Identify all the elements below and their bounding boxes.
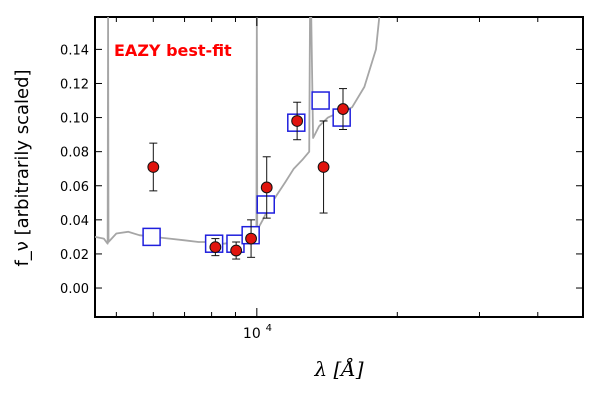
observed-point-3 — [230, 244, 243, 257]
model-photometry-marker-1 — [142, 227, 161, 247]
template-layer — [95, 17, 381, 245]
plot-frame — [94, 16, 584, 318]
y-tick-label-2: 0.02 — [60, 248, 89, 263]
model-photometry-marker-7 — [311, 91, 330, 110]
observed-point-5 — [260, 181, 273, 194]
observed-point-2 — [209, 241, 222, 254]
template-line — [95, 17, 381, 245]
x-tick-label-exponent: 4 — [266, 323, 272, 334]
y-tick-label-8: 0.14 — [60, 43, 89, 58]
x-tick-label-base: 10 — [243, 326, 261, 342]
x-axis: 10 4 — [115, 17, 584, 342]
observed-point-8 — [337, 103, 349, 115]
observed-point-7 — [317, 161, 330, 173]
y-axis: 0.00 0.02 0.04 0.06 0.08 0.10 0.12 0.14 — [60, 43, 583, 297]
y-tick-label-4: 0.06 — [60, 180, 89, 195]
y-tick-label-7: 0.12 — [60, 77, 89, 92]
y-tick-label-5: 0.08 — [60, 146, 89, 161]
model-photometry-marker-5 — [256, 195, 275, 214]
observed-photometry-layer — [147, 88, 349, 260]
x-axis-label: λ [Å] — [313, 356, 363, 381]
observed-point-6 — [291, 115, 304, 127]
y-tick-label-3: 0.04 — [60, 214, 89, 229]
observed-point-1 — [147, 161, 160, 173]
y-tick-label-1: 0.00 — [60, 282, 89, 297]
y-axis-label: f_ν [arbitrarily scaled] — [12, 69, 33, 266]
chart-annotation: EAZY best-fit — [114, 41, 232, 60]
y-tick-label-6: 0.10 — [60, 112, 89, 127]
observed-point-4 — [245, 232, 257, 245]
